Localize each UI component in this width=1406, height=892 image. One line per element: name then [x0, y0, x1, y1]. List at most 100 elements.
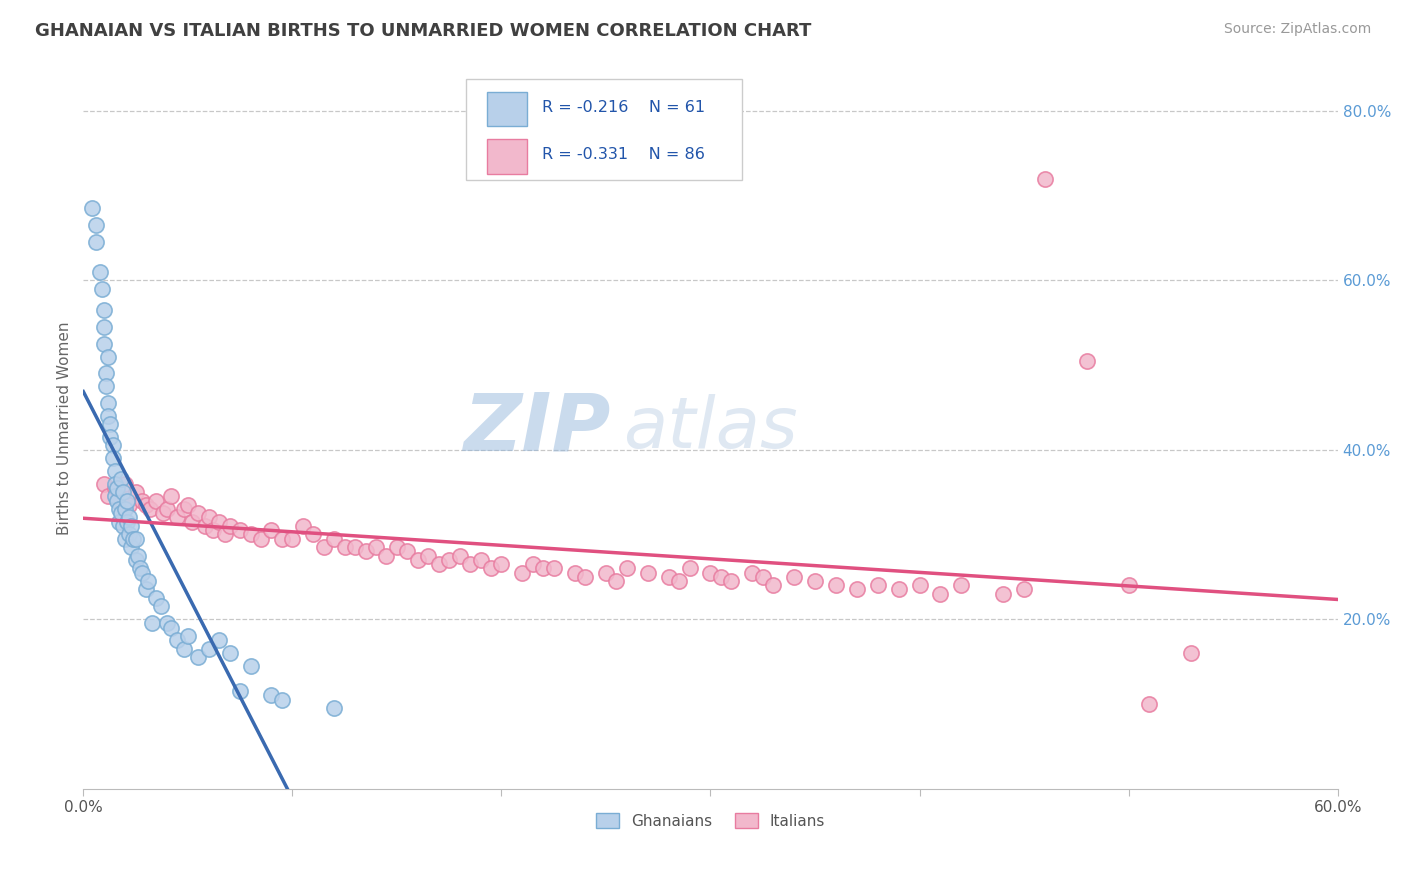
Point: [101, 438, 124, 452]
Point: [218, 519, 240, 533]
Point: [131, 566, 153, 580]
Point: [658, 570, 681, 584]
Point: [197, 641, 219, 656]
Point: [678, 561, 700, 575]
Point: [1076, 353, 1098, 368]
Point: [187, 506, 209, 520]
Point: [1012, 582, 1035, 597]
Point: [595, 566, 617, 580]
Point: [135, 498, 157, 512]
Point: [406, 553, 429, 567]
Point: [1180, 646, 1202, 660]
Point: [124, 553, 146, 567]
Point: [93, 476, 115, 491]
Point: [214, 527, 236, 541]
Point: [96, 367, 118, 381]
Point: [229, 684, 252, 698]
FancyBboxPatch shape: [465, 79, 742, 180]
Point: [152, 506, 174, 520]
Point: [302, 527, 325, 541]
Point: [156, 502, 179, 516]
Point: [96, 379, 118, 393]
Point: [991, 587, 1014, 601]
Point: [804, 574, 827, 588]
Point: [118, 498, 141, 512]
Point: [385, 540, 408, 554]
Point: [101, 451, 124, 466]
Point: [605, 574, 627, 588]
Point: [118, 527, 141, 541]
Point: [741, 566, 763, 580]
Legend: Ghanaians, Italians: Ghanaians, Italians: [589, 806, 831, 835]
Point: [160, 621, 183, 635]
Point: [84, 218, 107, 232]
Point: [470, 553, 492, 567]
Point: [104, 476, 127, 491]
Point: [166, 510, 188, 524]
Point: [260, 523, 283, 537]
Bar: [488, 92, 527, 126]
Point: [124, 485, 146, 500]
Point: [239, 658, 262, 673]
Point: [173, 502, 195, 516]
Point: [491, 557, 513, 571]
Point: [229, 523, 252, 537]
Point: [97, 409, 120, 423]
Point: [100, 417, 122, 432]
Point: [908, 578, 931, 592]
Text: ZIP: ZIP: [463, 390, 610, 467]
Text: GHANAIAN VS ITALIAN BIRTHS TO UNMARRIED WOMEN CORRELATION CHART: GHANAIAN VS ITALIAN BIRTHS TO UNMARRIED …: [35, 22, 811, 40]
Point: [93, 319, 115, 334]
Text: atlas: atlas: [623, 394, 797, 463]
Text: R = -0.216    N = 61: R = -0.216 N = 61: [543, 100, 706, 114]
Point: [208, 515, 231, 529]
Point: [1118, 578, 1140, 592]
Point: [510, 566, 533, 580]
Point: [114, 476, 136, 491]
Point: [105, 481, 128, 495]
Point: [418, 549, 440, 563]
Point: [97, 350, 120, 364]
Point: [104, 481, 127, 495]
Point: [91, 282, 114, 296]
Point: [93, 302, 115, 317]
Point: [84, 235, 107, 249]
Point: [104, 489, 127, 503]
Point: [181, 515, 204, 529]
Point: [1139, 697, 1161, 711]
Point: [751, 570, 773, 584]
Point: [156, 616, 179, 631]
Point: [364, 540, 387, 554]
Point: [574, 570, 596, 584]
Point: [437, 553, 460, 567]
Point: [80, 202, 103, 216]
Text: Source: ZipAtlas.com: Source: ZipAtlas.com: [1223, 22, 1371, 37]
Point: [177, 498, 200, 512]
Point: [825, 578, 848, 592]
Point: [323, 532, 346, 546]
Point: [111, 519, 134, 533]
Point: [128, 561, 150, 575]
Point: [564, 566, 586, 580]
Point: [208, 633, 231, 648]
Point: [105, 493, 128, 508]
Point: [118, 510, 141, 524]
Point: [110, 493, 132, 508]
Point: [108, 515, 131, 529]
Point: [845, 582, 868, 597]
Point: [124, 532, 146, 546]
Point: [131, 493, 153, 508]
Point: [122, 532, 145, 546]
Point: [97, 396, 120, 410]
Point: [783, 570, 806, 584]
Point: [522, 557, 544, 571]
Point: [887, 582, 910, 597]
Point: [145, 493, 167, 508]
Point: [177, 629, 200, 643]
Y-axis label: Births to Unmarried Women: Births to Unmarried Women: [58, 322, 72, 535]
Point: [108, 502, 131, 516]
Point: [427, 557, 450, 571]
Point: [543, 561, 565, 575]
Point: [699, 566, 721, 580]
Point: [115, 515, 138, 529]
